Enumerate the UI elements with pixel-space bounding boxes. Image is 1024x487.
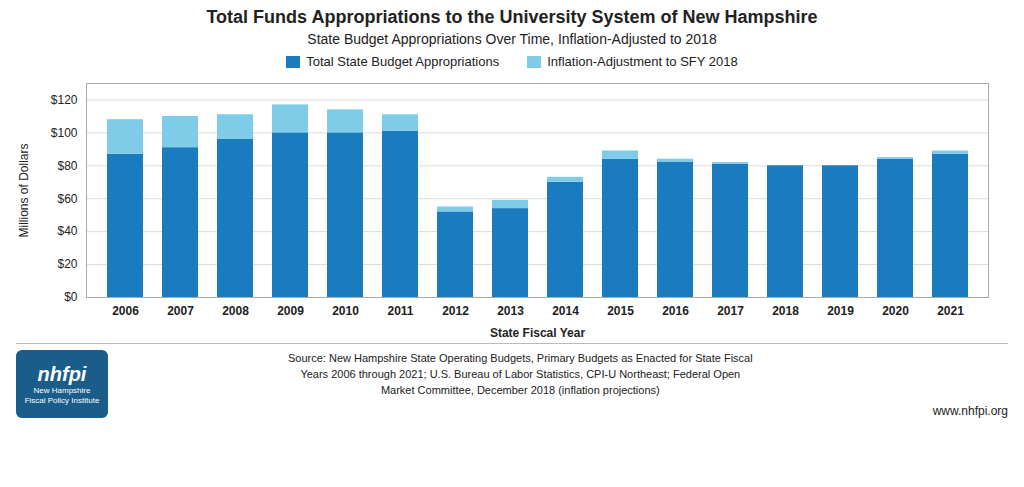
html-text:Total Funds Appropriations to: Total Funds Appropriations to the Univer… — [206, 7, 818, 27]
svg-text:Millions of Dollars: Millions of Dollars — [17, 143, 31, 237]
svg-text:$40: $40 — [57, 224, 77, 238]
svg-text:2010: 2010 — [332, 304, 359, 318]
svg-text:2006: 2006 — [112, 304, 139, 318]
svg-text:2013: 2013 — [497, 304, 524, 318]
svg-text:2015: 2015 — [607, 304, 634, 318]
svg-text:2008: 2008 — [222, 304, 249, 318]
html-text:nhfpi: nhfpi — [37, 363, 87, 385]
svg-text:2021: 2021 — [937, 304, 964, 318]
svg-text:$20: $20 — [57, 257, 77, 271]
svg-text:2007: 2007 — [167, 304, 194, 318]
html-text:State Budget Appropriations Ov: State Budget Appropriations Over Time, I… — [307, 31, 717, 47]
svg-text:2018: 2018 — [772, 304, 799, 318]
svg-text:2020: 2020 — [882, 304, 909, 318]
svg-text:2014: 2014 — [552, 304, 579, 318]
html-text:www.nhfpi.org: www.nhfpi.org — [932, 404, 1008, 418]
svg-text:$80: $80 — [57, 159, 77, 173]
svg-text:2011: 2011 — [387, 304, 413, 318]
svg-text:2017: 2017 — [717, 304, 744, 318]
html-text:New Hampshire Fiscal Policy In: New Hampshire Fiscal Policy Institute — [24, 386, 100, 405]
svg-text:State Fiscal Year: State Fiscal Year — [490, 326, 586, 340]
html-text:Inflation-Adjustment to SFY 20: Inflation-Adjustment to SFY 2018 — [547, 54, 738, 69]
html-text:Total State Budget Appropriati: Total State Budget Appropriations — [306, 54, 500, 69]
html-text:Source: New Hampshire State Op: Source: New Hampshire State Operating Bu… — [288, 352, 753, 396]
svg-text:$60: $60 — [57, 192, 77, 206]
svg-text:2016: 2016 — [662, 304, 689, 318]
svg-text:2009: 2009 — [277, 304, 304, 318]
svg-text:2012: 2012 — [442, 304, 469, 318]
svg-text:2019: 2019 — [827, 304, 854, 318]
svg-text:$0: $0 — [64, 290, 78, 304]
svg-text:$120: $120 — [51, 93, 78, 107]
svg-text:$100: $100 — [51, 126, 78, 140]
